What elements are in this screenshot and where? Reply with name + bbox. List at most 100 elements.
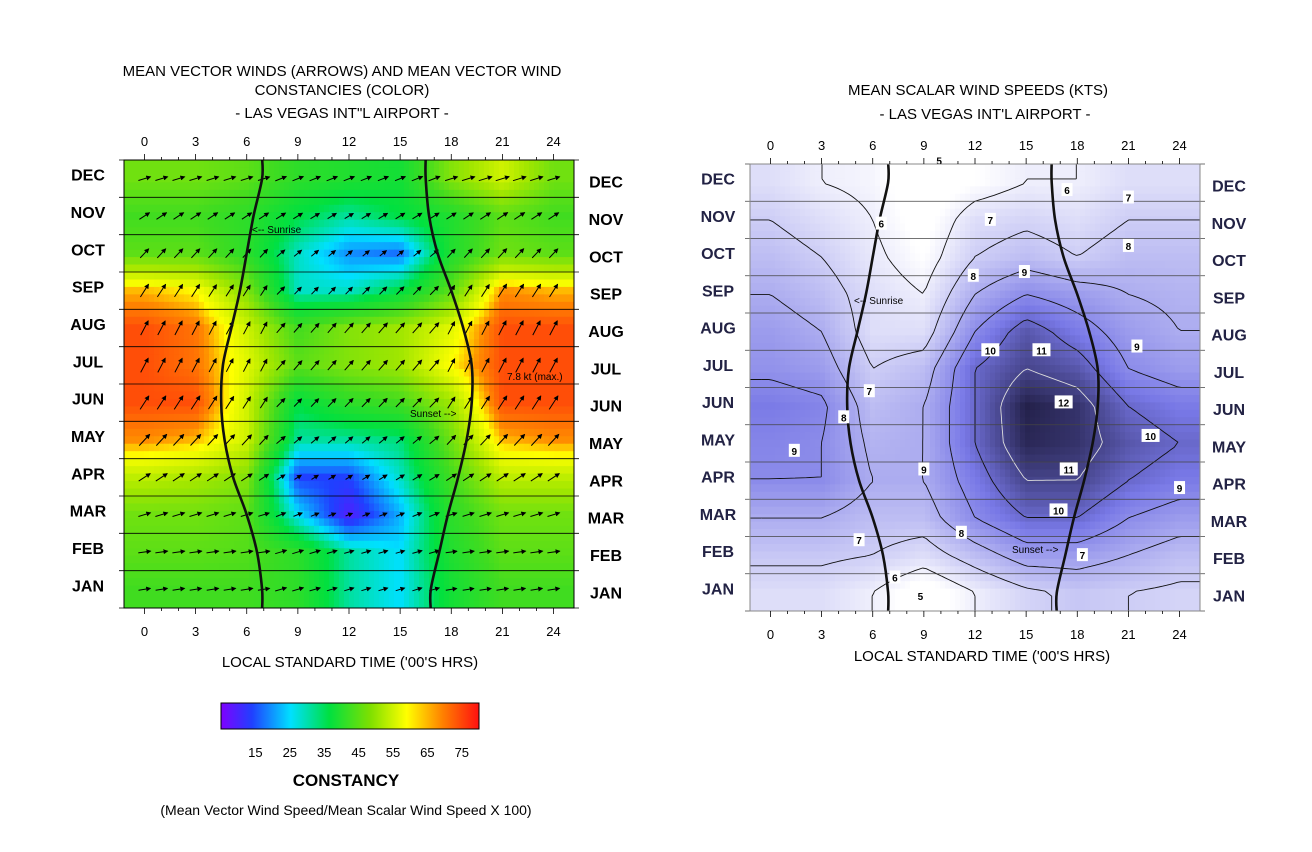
constancy-cell [264,316,270,325]
constancy-cell [499,488,505,497]
constancy-cell [469,234,475,243]
constancy-cell [234,361,240,370]
constancy-cell [459,272,465,281]
constancy-cell [559,458,565,467]
constancy-cell [339,234,345,243]
constancy-cell [129,339,135,348]
constancy-cell [514,540,520,549]
constancy-cell [564,428,570,437]
constancy-cell [259,242,265,251]
constancy-cell [409,413,415,422]
constancy-cell [554,167,560,176]
constancy-cell [514,294,520,303]
constancy-cell [309,249,315,258]
constancy-cell [134,160,140,169]
constancy-cell [244,525,250,534]
constancy-cell [409,451,415,460]
constancy-cell [554,503,560,512]
constancy-cell [434,525,440,534]
constancy-cell [264,331,270,340]
constancy-cell [309,466,315,475]
constancy-cell [554,331,560,340]
constancy-cell [479,525,485,534]
constancy-cell [279,458,285,467]
constancy-cell [324,473,330,482]
constancy-cell [514,279,520,288]
constancy-cell [214,234,220,243]
constancy-cell [194,570,200,579]
constancy-cell [274,503,280,512]
constancy-cell [254,421,260,430]
constancy-cell [314,234,320,243]
constancy-cell [544,563,550,572]
constancy-cell [274,406,280,415]
constancy-cell [229,160,235,169]
constancy-cell [499,525,505,534]
constancy-cell [289,458,295,467]
constancy-cell [474,451,480,460]
constancy-cell [514,488,520,497]
constancy-cell [184,279,190,288]
constancy-cell [204,361,210,370]
constancy-cell [129,421,135,430]
constancy-cell [359,346,365,355]
constancy-cell [134,466,140,475]
constancy-cell [259,443,265,452]
constancy-cell [194,279,200,288]
constancy-cell [239,398,245,407]
constancy-cell [444,309,450,318]
constancy-cell [404,324,410,333]
constancy-cell [434,361,440,370]
constancy-cell [204,182,210,191]
constancy-cell [419,227,425,236]
constancy-cell [234,533,240,542]
constancy-cell [364,219,370,228]
constancy-cell [224,570,230,579]
constancy-cell [554,324,560,333]
constancy-cell [444,197,450,206]
constancy-cell [429,525,435,534]
constancy-cell [394,309,400,318]
constancy-cell [514,384,520,393]
constancy-cell [124,339,130,348]
constancy-cell [469,496,475,505]
constancy-cell [549,324,555,333]
constancy-cell [399,234,405,243]
constancy-cell [424,466,430,475]
constancy-cell [244,466,250,475]
constancy-cell [524,406,530,415]
constancy-cell [229,279,235,288]
constancy-cell [204,421,210,430]
constancy-cell [394,555,400,564]
constancy-cell [139,339,145,348]
constancy-cell [509,212,515,221]
constancy-cell [509,219,515,228]
constancy-cell [294,182,300,191]
constancy-cell [464,160,470,169]
constancy-cell [184,570,190,579]
constancy-cell [354,219,360,228]
constancy-cell [124,533,130,542]
constancy-cell [174,496,180,505]
constancy-cell [274,286,280,295]
constancy-cell [389,294,395,303]
constancy-cell [259,212,265,221]
constancy-cell [419,384,425,393]
constancy-cell [359,257,365,266]
constancy-cell [439,160,445,169]
constancy-cell [239,413,245,422]
constancy-cell [389,189,395,198]
constancy-cell [549,458,555,467]
constancy-cell [464,563,470,572]
constancy-cell [534,346,540,355]
constancy-cell [144,279,150,288]
constancy-cell [479,421,485,430]
constancy-cell [224,555,230,564]
constancy-cell [244,346,250,355]
constancy-cell [214,443,220,452]
constancy-cell [444,189,450,198]
constancy-cell [519,443,525,452]
constancy-cell [379,466,385,475]
constancy-cell [509,324,515,333]
constancy-cell [449,264,455,273]
